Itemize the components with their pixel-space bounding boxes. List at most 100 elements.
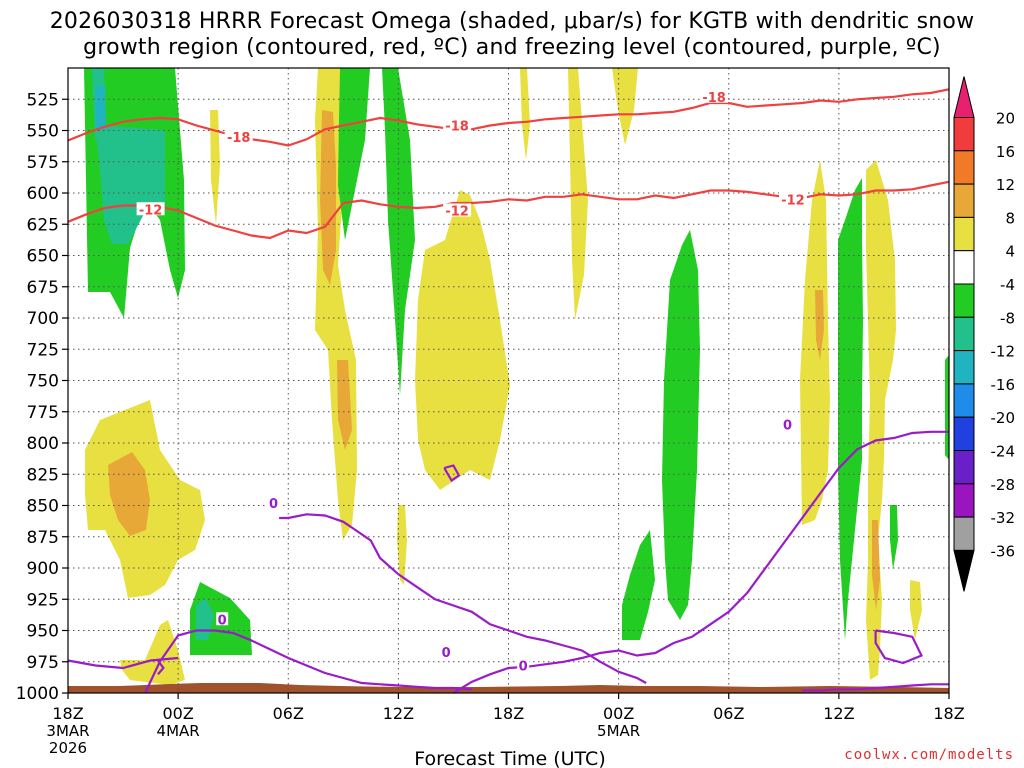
contour-label-minus18-b: -18 xyxy=(445,120,469,135)
omega-shade-10 xyxy=(382,68,415,395)
colorbar-label-12: -32 xyxy=(991,509,1016,527)
x-tick-label-0: 18Z xyxy=(52,704,83,723)
contour-freezing-4 xyxy=(452,430,949,694)
y-tick-label-875: 875 xyxy=(27,528,59,548)
omega-shade-22 xyxy=(800,160,830,525)
omega-shade-20 xyxy=(622,530,655,640)
y-tick-label-925: 925 xyxy=(27,590,59,610)
colorbar-band-12 xyxy=(953,483,975,518)
colorbar-label-8: -16 xyxy=(991,376,1016,394)
y-tick-label-725: 725 xyxy=(27,340,59,360)
contour-label-minus18-c: -18 xyxy=(702,91,726,106)
omega-shade-15 xyxy=(612,68,638,145)
omega-shade-11 xyxy=(415,190,510,490)
omega-shade-1 xyxy=(95,125,165,244)
x-tick-year-0: 2026 xyxy=(49,739,87,757)
y-tick-label-975: 975 xyxy=(27,653,59,673)
contour-label-freezing-a-bg xyxy=(267,496,280,509)
omega-shade-8 xyxy=(337,360,352,450)
colorbar-band-2 xyxy=(953,150,975,185)
contour-freezing-3 xyxy=(279,513,647,684)
omega-shade-26 xyxy=(872,520,880,610)
y-tick-label-575: 575 xyxy=(27,153,59,173)
colorbar-band-11 xyxy=(953,450,975,485)
colorbar-band-5 xyxy=(953,250,975,285)
x-tick-date-30: 5MAR xyxy=(597,722,640,740)
x-tick-date-0: 3MAR xyxy=(46,722,89,740)
contour-freezing-0 xyxy=(67,656,179,670)
contour-label-freezing-e: 0 xyxy=(783,418,792,433)
colorbar-label-0: 20 xyxy=(996,110,1015,128)
omega-shade-9 xyxy=(338,68,370,240)
contour-freezing-5 xyxy=(443,464,461,483)
x-tick-label-18: 12Z xyxy=(383,704,414,723)
watermark: coolwx.com/modelts xyxy=(844,747,1014,763)
colorbar-band-6 xyxy=(953,283,975,318)
y-tick-label-1000: 1000 xyxy=(16,684,59,704)
colorbar-band-1 xyxy=(953,117,975,152)
colorbar-label-13: -36 xyxy=(991,542,1016,560)
chart-title-line-1: 2026030318 HRRR Forecast Omega (shaded, … xyxy=(49,9,975,34)
colorbar-label-11: -28 xyxy=(991,476,1016,494)
colorbar-label-5: -4 xyxy=(1000,276,1015,294)
y-tick-label-950: 950 xyxy=(27,622,59,642)
contour-label-freezing-a: 0 xyxy=(269,497,278,512)
contour-label-freezing-e-bg xyxy=(781,417,794,431)
y-tick-label-550: 550 xyxy=(27,122,59,142)
omega-shade-18 xyxy=(108,452,150,536)
contour-minus18 xyxy=(67,88,950,147)
colorbar-label-6: -8 xyxy=(1000,309,1015,327)
y-tick-label-775: 775 xyxy=(27,403,59,423)
omega-shade-3 xyxy=(95,85,106,130)
omega-shade-19 xyxy=(120,620,185,685)
y-tick-label-750: 750 xyxy=(27,372,59,392)
y-tick-label-825: 825 xyxy=(27,465,59,485)
x-axis-title: Forecast Time (UTC) xyxy=(414,748,605,768)
omega-shade-21 xyxy=(662,230,700,620)
contour-label-minus12-a: -12 xyxy=(139,203,163,218)
contour-freezing-6 xyxy=(802,683,949,692)
omega-shade-12 xyxy=(397,505,407,585)
omega-shade-16 xyxy=(210,110,220,225)
contour-freezing-7 xyxy=(874,629,924,665)
colorbar-band-3 xyxy=(953,183,975,218)
colorbar-label-9: -20 xyxy=(991,409,1016,427)
x-tick-label-48: 18Z xyxy=(933,704,964,723)
contour-label-minus12-b-bg xyxy=(443,203,472,217)
x-tick-label-6: 00Z xyxy=(162,704,193,723)
contour-label-minus18-c-bg xyxy=(700,89,729,103)
colorbar-label-4: 4 xyxy=(1005,243,1015,261)
omega-shade-7 xyxy=(320,110,336,285)
contour-label-minus12-c: -12 xyxy=(781,193,805,208)
colorbar-band-4 xyxy=(953,216,975,252)
contour-label-minus12-a-bg xyxy=(136,202,165,216)
y-tick-label-900: 900 xyxy=(27,559,59,579)
contour-label-freezing-c-bg xyxy=(440,644,453,658)
contour-freezing-1 xyxy=(144,629,472,694)
omega-shade-28 xyxy=(910,580,922,640)
x-tick-label-42: 12Z xyxy=(823,704,854,723)
x-tick-label-24: 18Z xyxy=(493,704,524,723)
omega-shade-25 xyxy=(866,160,896,680)
chart-title-line-2: growth region (contoured, red, ºC) and f… xyxy=(83,35,941,60)
contour-label-freezing-b-bg xyxy=(216,612,229,626)
colorbar: 20 16 12 8 4 -4 -8 -12 -16 -20 -24 -28 -32 -36 xyxy=(953,76,1016,592)
colorbar-band-13 xyxy=(953,516,975,551)
contour-label-minus18-b-bg xyxy=(443,118,472,132)
omega-shade-13 xyxy=(520,68,530,160)
colorbar-band-10 xyxy=(953,416,975,452)
contour-label-minus12-c-bg xyxy=(778,192,807,206)
colorbar-bottom-arrow xyxy=(953,549,975,592)
x-tick-label-12: 06Z xyxy=(273,704,304,723)
y-tick-label-625: 625 xyxy=(27,215,59,235)
y-tick-label-525: 525 xyxy=(27,90,59,110)
y-tick-label-700: 700 xyxy=(27,309,59,329)
colorbar-label-2: 12 xyxy=(996,176,1015,194)
x-tick-date-6: 4MAR xyxy=(157,722,200,740)
y-tick-label-850: 850 xyxy=(27,497,59,517)
colorbar-band-8 xyxy=(953,350,975,385)
y-tick-label-600: 600 xyxy=(27,184,59,204)
x-tick-label-30: 00Z xyxy=(603,704,634,723)
